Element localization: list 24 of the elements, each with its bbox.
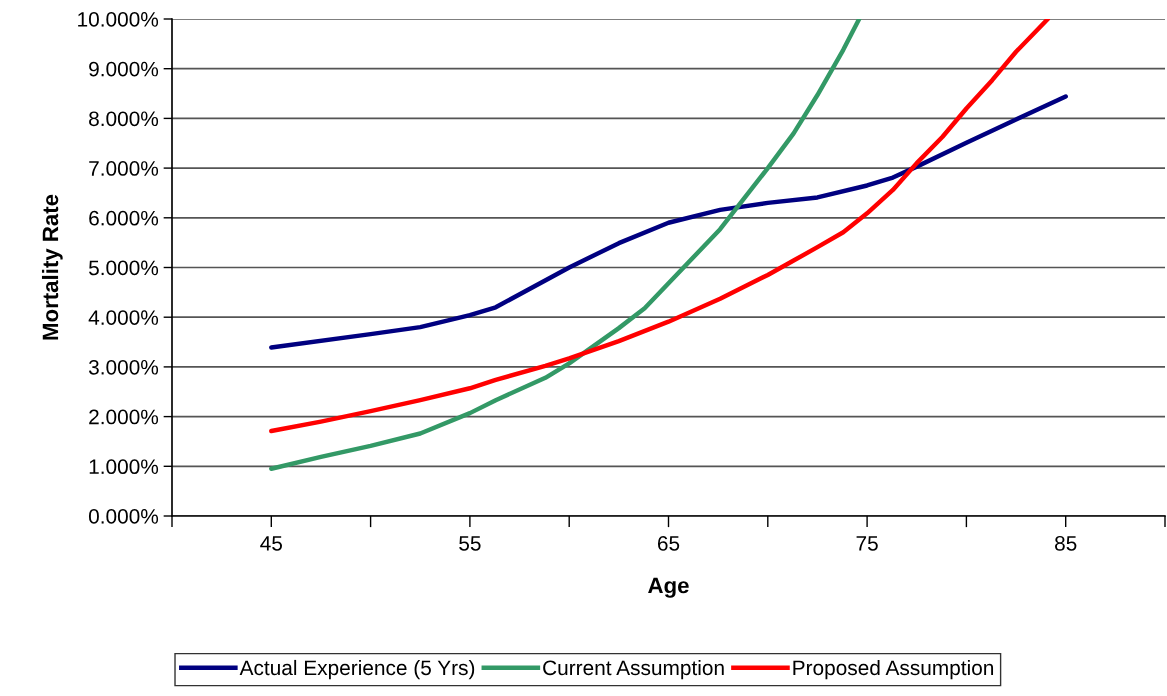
legend-label: Current Assumption	[543, 659, 724, 680]
x-tick-label: 85	[1055, 535, 1077, 551]
legend-label: Proposed Assumption	[793, 659, 994, 680]
y-tick-label: 1.000%	[89, 459, 159, 475]
y-tick-label: 2.000%	[89, 409, 159, 425]
y-tick-label: 3.000%	[88, 359, 159, 375]
line-series	[269, 94, 1068, 350]
x-tick-label: 65	[657, 535, 680, 551]
x-tick-label: 45	[260, 536, 283, 551]
y-tick-label: 6.000%	[89, 210, 159, 226]
x-tick-label: 75	[856, 536, 878, 551]
y-tick-label: 9.000%	[89, 61, 159, 77]
y-axis-title: Mortality Rate	[41, 194, 63, 340]
y-tick-label: 5.000%	[88, 260, 159, 276]
y-tick-label: 4.000%	[88, 310, 159, 325]
line-series	[269, 19, 1051, 434]
y-tick-label: 10.000%	[78, 12, 159, 27]
y-tick-label: 8.000%	[89, 111, 159, 127]
y-tick-label: 0.000%	[88, 509, 159, 524]
y-tick-label: 7.000%	[89, 161, 159, 176]
x-axis-title: Age	[648, 577, 689, 598]
line-series	[269, 19, 862, 472]
legend-label: Actual Experience (5 Yrs)	[239, 659, 475, 680]
x-tick-label: 55	[459, 536, 481, 551]
